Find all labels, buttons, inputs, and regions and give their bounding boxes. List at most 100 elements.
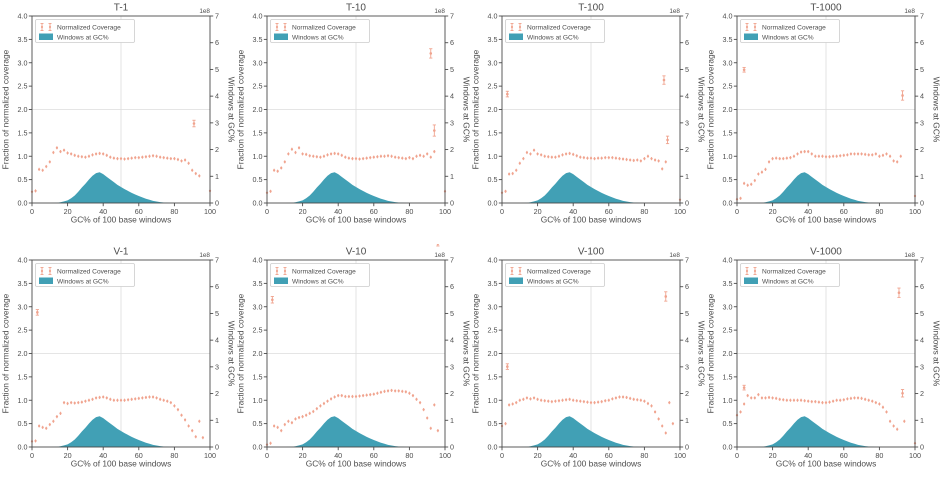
- legend-windows-swatch: [39, 277, 53, 284]
- y-left-tick-label: 3.5: [488, 35, 498, 44]
- windows-histogram-area: [267, 172, 445, 203]
- subplot-cell-V-100: 0 20 40 60 80 100 0.0 0.5 1.0 1.5 2.0 2.5 3.0 3.5 4.0 0…: [470, 244, 706, 487]
- y-left-tick-label: 0.5: [488, 419, 498, 428]
- legend-coverage-label: Normalized Coverage: [292, 268, 356, 275]
- coverage-outliers: [505, 75, 670, 145]
- coverage-series: [30, 146, 212, 194]
- subplot-title: V-100: [578, 246, 605, 257]
- legend-windows-label: Windows at GC%: [762, 34, 814, 41]
- axis-offset-text: 1e8: [434, 8, 445, 15]
- y-left-tick-label: 0.5: [18, 419, 28, 428]
- y-right-tick-label: 0: [920, 199, 924, 208]
- y-right-tick-label: 3: [685, 118, 689, 127]
- windows-histogram-area: [502, 172, 680, 203]
- x-tick-label: 40: [334, 207, 342, 216]
- y-left-tick-label: 3.0: [723, 302, 733, 311]
- y-right-tick-label: 3: [920, 362, 924, 371]
- y-right-tick-label: 0: [450, 442, 454, 451]
- y-axis-label-left: Fraction of normalized coverage: [706, 293, 716, 413]
- gridlines: [502, 259, 680, 447]
- x-tick-label: 80: [875, 451, 883, 460]
- axis-ticks: 0 20 40 60 80 100 0.0 0.5 1.0 1.5 2.0 2.5 3.0 3.5 4.0 0…: [723, 12, 925, 217]
- y-right-tick-label: 3: [450, 362, 454, 371]
- y-left-tick-label: 1.0: [253, 395, 263, 404]
- y-right-tick-label: 6: [685, 38, 689, 47]
- coverage-outliers: [742, 66, 905, 101]
- x-tick-label: 80: [875, 207, 883, 216]
- windows-histogram-area: [737, 172, 915, 203]
- y-right-tick-label: 5: [450, 65, 454, 74]
- y-right-tick-label: 2: [920, 389, 924, 398]
- x-tick-label: 20: [64, 207, 72, 216]
- x-tick-label: 80: [405, 451, 413, 460]
- y-left-tick-label: 3.5: [488, 278, 498, 287]
- subplot-title: T-10: [346, 3, 366, 14]
- legend-windows-label: Windows at GC%: [57, 278, 109, 285]
- y-right-tick-label: 7: [215, 12, 219, 21]
- subplot-title: T-100: [578, 3, 604, 14]
- legend-coverage-label: Normalized Coverage: [57, 268, 121, 275]
- x-axis-label: GC% of 100 base windows: [71, 458, 172, 468]
- x-tick-label: 80: [405, 207, 413, 216]
- y-right-tick-label: 4: [215, 92, 219, 101]
- legend-windows-swatch: [509, 33, 523, 40]
- axis-offset-text: 1e8: [904, 252, 915, 259]
- x-tick-label: 100: [674, 451, 686, 460]
- gridlines: [737, 259, 915, 447]
- legend-windows-label: Windows at GC%: [527, 34, 579, 41]
- y-left-tick-label: 1.5: [18, 128, 28, 137]
- y-left-tick-label: 2.0: [723, 349, 733, 358]
- y-right-tick-label: 2: [450, 145, 454, 154]
- x-tick-label: 40: [569, 451, 577, 460]
- subplot-cell-T-10: 0 20 40 60 80 100 0.0 0.5 1.0 1.5 2.0 2.5 3.0 3.5 4.0 0…: [235, 0, 471, 244]
- y-left-tick-label: 1.5: [488, 372, 498, 381]
- x-axis-label: GC% of 100 base windows: [306, 458, 407, 468]
- y-right-tick-label: 7: [215, 255, 219, 264]
- y-left-tick-label: 3.0: [488, 302, 498, 311]
- y-left-tick-label: 2.0: [253, 349, 263, 358]
- subplot-T-10: 0 20 40 60 80 100 0.0 0.5 1.0 1.5 2.0 2.5 3.0 3.5 4.0 0…: [236, 3, 471, 225]
- y-right-tick-label: 4: [920, 335, 924, 344]
- x-tick-label: 100: [439, 451, 451, 460]
- y-left-tick-label: 2.5: [488, 325, 498, 334]
- y-axis-label-left: Fraction of normalized coverage: [1, 49, 11, 169]
- x-tick-label: 60: [135, 207, 143, 216]
- y-left-tick-label: 2.5: [18, 325, 28, 334]
- y-left-tick-label: 1.5: [723, 128, 733, 137]
- y-left-tick-label: 0.0: [723, 199, 733, 208]
- y-right-tick-label: 5: [215, 65, 219, 74]
- y-right-tick-label: 1: [215, 415, 219, 424]
- x-tick-label: 100: [674, 207, 686, 216]
- x-tick-label: 100: [909, 207, 921, 216]
- y-left-tick-label: 1.0: [18, 395, 28, 404]
- y-left-tick-label: 0.5: [253, 419, 263, 428]
- y-right-tick-label: 7: [920, 12, 924, 21]
- x-axis-label: GC% of 100 base windows: [776, 458, 877, 468]
- gridlines: [32, 259, 210, 447]
- y-left-tick-label: 3.0: [253, 302, 263, 311]
- y-right-tick-label: 2: [685, 145, 689, 154]
- legend-box: [270, 262, 370, 287]
- y-right-tick-label: 2: [450, 389, 454, 398]
- y-left-tick-label: 4.0: [18, 255, 28, 264]
- y-left-tick-label: 0.5: [723, 175, 733, 184]
- y-left-tick-label: 3.5: [253, 278, 263, 287]
- subplot-V-1000: 0 20 40 60 80 100 0.0 0.5 1.0 1.5 2.0 2.5 3.0 3.5 4.0 0…: [706, 246, 940, 468]
- x-tick-label: 60: [370, 451, 378, 460]
- y-left-tick-label: 0.0: [18, 442, 28, 451]
- y-axis-label-right: Windows at GC%: [227, 77, 236, 143]
- x-tick-label: 0: [265, 207, 269, 216]
- x-tick-label: 60: [840, 207, 848, 216]
- legend-windows-label: Windows at GC%: [762, 278, 814, 285]
- axis-ticks: 0 20 40 60 80 100 0.0 0.5 1.0 1.5 2.0 2.5 3.0 3.5 4.0 0…: [18, 255, 220, 460]
- coverage-outliers: [35, 308, 39, 316]
- x-tick-label: 20: [299, 451, 307, 460]
- x-tick-label: 80: [640, 207, 648, 216]
- y-left-tick-label: 1.5: [253, 128, 263, 137]
- y-right-tick-label: 4: [920, 92, 924, 101]
- x-tick-label: 100: [204, 451, 216, 460]
- subplot-cell-V-10: 0 20 40 60 80 100 0.0 0.5 1.0 1.5 2.0 2.5 3.0 3.5 4.0 0…: [235, 243, 470, 487]
- subplot-title: T-1000: [810, 3, 842, 14]
- y-right-tick-label: 7: [450, 255, 454, 264]
- legend: Normalized Coverage Windows at GC%: [35, 262, 135, 287]
